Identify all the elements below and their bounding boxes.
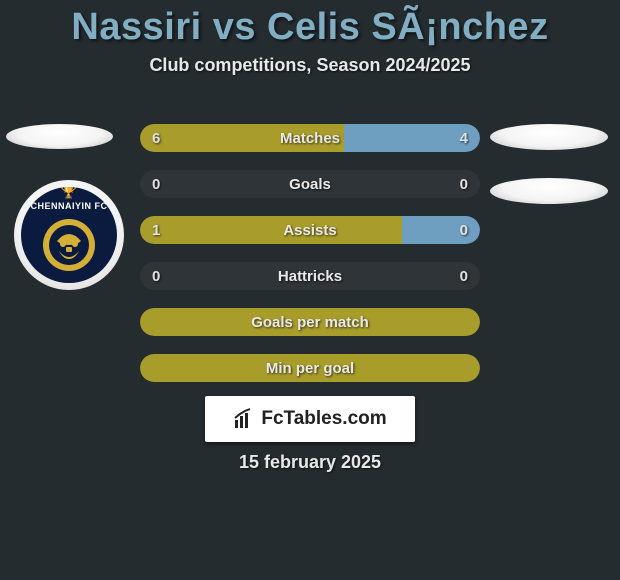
stat-bar-full bbox=[140, 308, 480, 336]
avatar-placeholder bbox=[490, 124, 608, 150]
stat-row: Goals per match bbox=[140, 308, 480, 336]
footer-date: 15 february 2025 bbox=[0, 452, 620, 473]
club-badge-emblem bbox=[41, 217, 97, 273]
attribution-text: FcTables.com bbox=[261, 408, 386, 430]
stat-row: 10Assists bbox=[140, 216, 480, 244]
avatar-placeholder bbox=[6, 124, 113, 149]
avatar-placeholder bbox=[490, 178, 608, 204]
stat-row: Min per goal bbox=[140, 354, 480, 382]
page-subtitle: Club competitions, Season 2024/2025 bbox=[0, 55, 620, 76]
trophy-icon: 🏆 bbox=[21, 187, 117, 200]
stat-row: 00Goals bbox=[140, 170, 480, 198]
stat-bar-right bbox=[344, 124, 480, 152]
stat-row: 00Hattricks bbox=[140, 262, 480, 290]
stat-bar-left bbox=[140, 216, 402, 244]
page-title: Nassiri vs Celis SÃ¡nchez bbox=[0, 0, 620, 49]
stat-bar-full bbox=[140, 262, 480, 290]
club-badge: 🏆 CHENNAIYIN FC bbox=[14, 180, 124, 290]
stat-bar-right bbox=[402, 216, 480, 244]
chart-icon bbox=[233, 408, 255, 430]
club-badge-text: CHENNAIYIN FC bbox=[21, 201, 117, 211]
stat-row: 64Matches bbox=[140, 124, 480, 152]
club-badge-inner: 🏆 CHENNAIYIN FC bbox=[21, 187, 117, 283]
attribution-badge: FcTables.com bbox=[205, 396, 415, 442]
stat-bar-full bbox=[140, 170, 480, 198]
stat-bar-left bbox=[140, 124, 344, 152]
stat-bar-full bbox=[140, 354, 480, 382]
stats-panel: 64Matches 00Goals 10Assists 00Hattricks Goal… bbox=[140, 124, 480, 400]
